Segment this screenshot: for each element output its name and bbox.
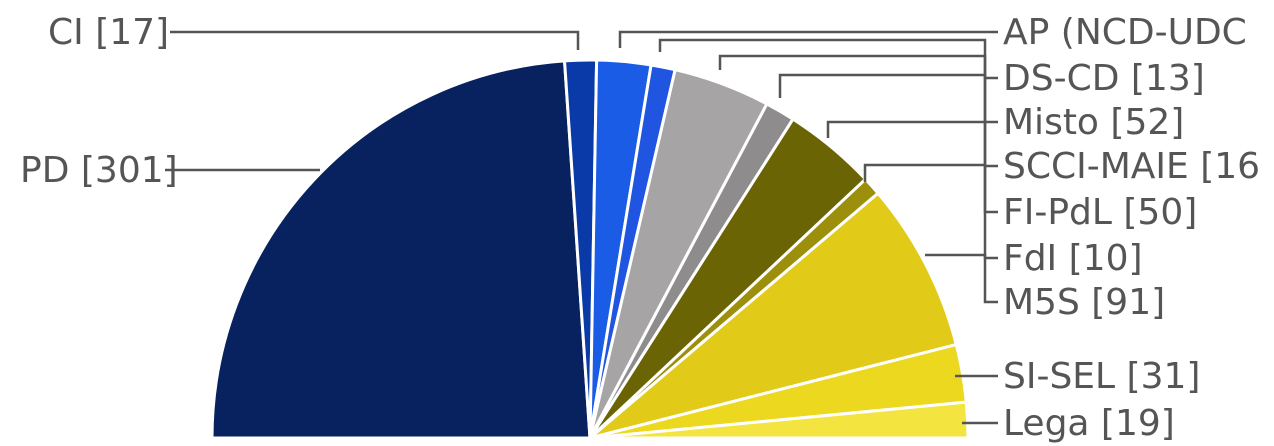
leader-lines-group bbox=[165, 30, 998, 425]
slice-label-fdi: FdI [10] bbox=[1003, 238, 1143, 279]
slice-label-ds-cd: DS-CD [13] bbox=[1003, 58, 1205, 99]
leader-line-m5s bbox=[925, 253, 998, 304]
leader-line-fi-pdl bbox=[826, 120, 998, 214]
leader-line-ci bbox=[170, 30, 580, 50]
leader-line-ds-cd bbox=[658, 38, 998, 80]
slice-label-si-sel: SI-SEL [31] bbox=[1003, 356, 1200, 397]
leader-line-scci-maie bbox=[778, 73, 998, 168]
slice-label-misto: Misto [52] bbox=[1003, 102, 1184, 143]
slice-m5s bbox=[589, 191, 959, 440]
slice-pd bbox=[210, 59, 592, 440]
slice-label-scci-maie: SCCI-MAIE [16 bbox=[1003, 146, 1260, 187]
labels-group: PD [301] CI [17] AP (NCD-UDC DS-CD [13]Mist… bbox=[20, 12, 1260, 444]
slice-label-pd: PD [301] bbox=[20, 150, 178, 191]
slices-group bbox=[210, 58, 970, 440]
slice-label-lega: Lega [19] bbox=[1003, 403, 1175, 444]
slice-label-m5s: M5S [91] bbox=[1003, 282, 1165, 323]
leader-line-ap-ncd-udc bbox=[618, 30, 998, 48]
leader-line-misto bbox=[718, 54, 998, 124]
slice-lega bbox=[589, 400, 970, 440]
slice-label-fi-pdl: FI-PdL [50] bbox=[1003, 192, 1197, 233]
slice-label-ci: CI [17] bbox=[48, 12, 169, 53]
leader-line-fdi bbox=[863, 163, 998, 260]
slice-label-ap-ncd-udc: AP (NCD-UDC bbox=[1003, 12, 1247, 53]
